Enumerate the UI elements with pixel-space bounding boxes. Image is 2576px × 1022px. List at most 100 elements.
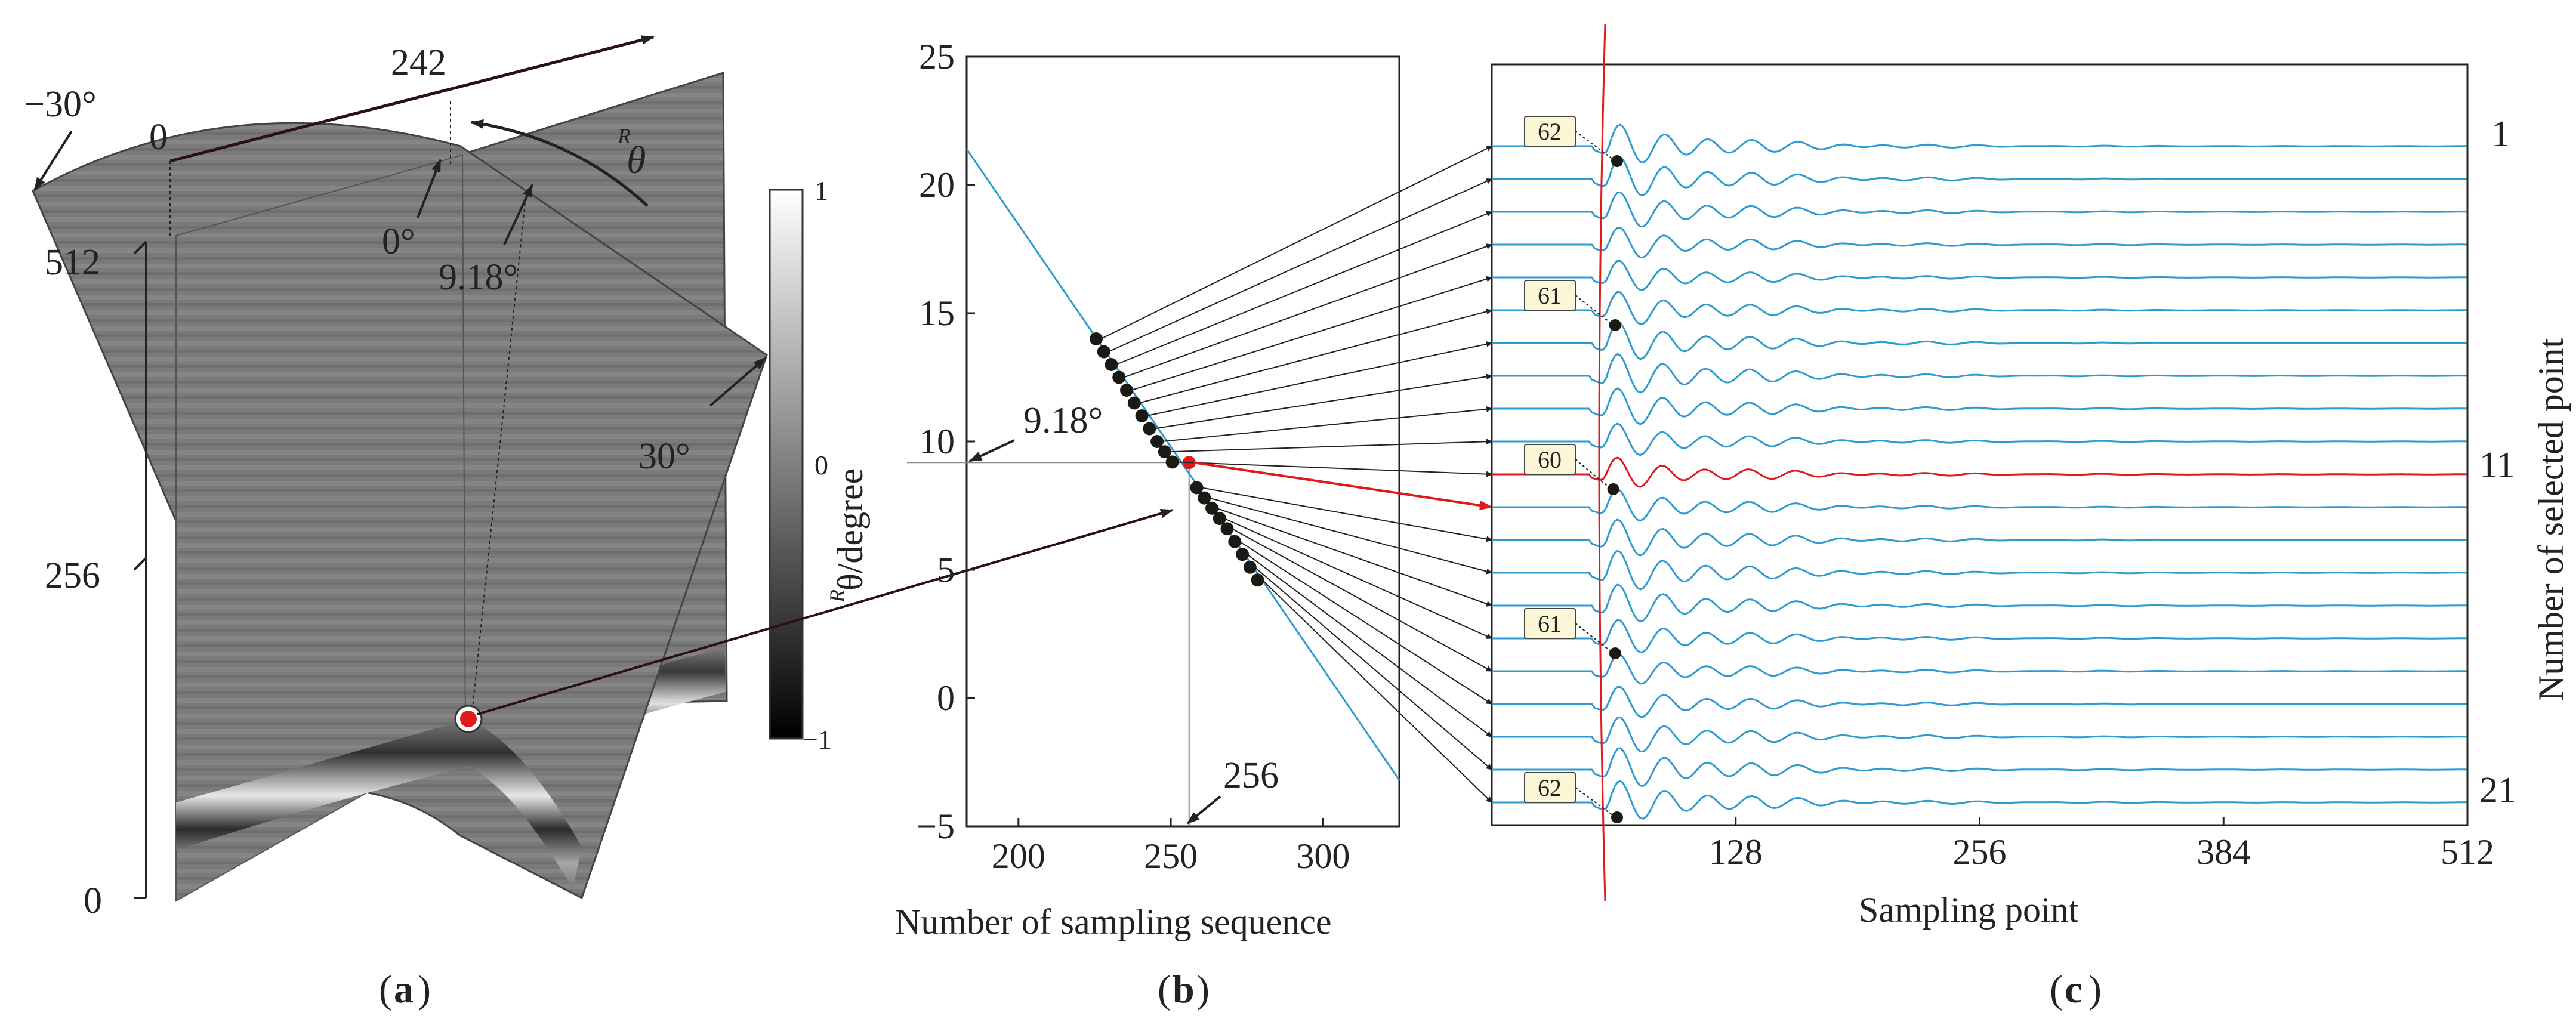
plot-b-xlabel: Number of sampling sequence [895, 902, 1331, 941]
caption-a-open: ( [379, 968, 392, 1011]
label-0-top: 0 [149, 117, 168, 158]
plot-b-ytick-label: 0 [937, 678, 955, 718]
connector [1232, 528, 1492, 672]
first-break-leader [1575, 131, 1613, 159]
trace [1492, 156, 2467, 196]
connector [1177, 461, 1492, 477]
colorbar [769, 189, 804, 740]
trace [1492, 226, 2467, 259]
selected-point-a-core [460, 711, 477, 727]
plot-b-ytick-label: −5 [917, 807, 955, 846]
plot-b-xtick-label: 300 [1296, 836, 1350, 876]
arrow-30 [709, 357, 767, 407]
trace [1492, 619, 2467, 653]
trace [1492, 353, 2467, 394]
annotation-256-arrow [1186, 795, 1221, 825]
trace [1492, 488, 2467, 522]
first-break-point [1609, 319, 1621, 331]
plot-b-ytick-label: 25 [919, 37, 955, 76]
caption-b-open: ( [1158, 968, 1171, 1011]
axis-top-arrow [169, 35, 655, 163]
trace [1492, 747, 2467, 787]
selected-point [1105, 358, 1118, 371]
plot-b-ytick-label: 15 [919, 294, 955, 333]
caption-a: a [394, 968, 414, 1011]
plot-c-xtick-label: 256 [1953, 832, 2007, 872]
plot-c-ticks: 128 256 384 512 [1709, 817, 2494, 872]
first-break-point [1611, 811, 1623, 823]
arrow-918 [503, 184, 533, 245]
label-neg30: −30° [24, 84, 97, 125]
label-zero-deg: 0° [382, 221, 415, 262]
selected-point [1228, 535, 1242, 548]
trace [1492, 422, 2467, 456]
trace [1492, 387, 2467, 425]
right-tick-21: 21 [2479, 770, 2516, 811]
trace [1492, 686, 2467, 718]
trace [1492, 518, 2467, 557]
trace [1492, 583, 2467, 623]
theta-sup: R [617, 124, 631, 148]
selected-point [1097, 345, 1110, 359]
connector-a-b [477, 508, 1174, 715]
trace [1492, 549, 2467, 591]
plot-c-first-breaks: 62 61 60 61 62 [1524, 116, 1623, 823]
selected-point [1213, 512, 1226, 525]
plot-c-ylabel: Number of selected point [2531, 338, 2571, 701]
plot-b-ylabel-sup: R [825, 589, 849, 603]
plot-c-xtick-label: 128 [1709, 832, 1763, 872]
plot-b-frame [965, 55, 1400, 828]
panel-c: 128 256 384 512 62 61 60 61 62 Sampling point 1… [1491, 23, 2571, 1011]
first-break-point [1607, 483, 1619, 495]
plot-b-xtick-label: 250 [1144, 836, 1198, 876]
first-break-leader [1575, 623, 1611, 652]
first-break-point [1611, 155, 1623, 167]
colorbar-tick-neg1: −1 [803, 724, 832, 755]
selected-point [1243, 560, 1257, 574]
connectors-b-c [1100, 146, 1493, 803]
selected-point [1089, 332, 1103, 345]
first-break-leader [1575, 459, 1609, 487]
connector-highlight [1193, 461, 1493, 510]
connector [1247, 554, 1492, 737]
connector [1108, 178, 1492, 353]
connector [1201, 487, 1492, 542]
connector [1131, 276, 1492, 391]
selected-point [1112, 370, 1126, 384]
connector [1162, 406, 1492, 442]
caption-a-close: ) [418, 968, 431, 1011]
selected-point [1190, 481, 1204, 495]
right-tick-1: 1 [2491, 114, 2510, 155]
label-242: 242 [391, 42, 446, 83]
selected-point [1135, 409, 1149, 422]
plot-c-xtick-label: 384 [2196, 832, 2250, 872]
first-break-label: 61 [1538, 610, 1562, 637]
caption-b: b [1173, 968, 1195, 1011]
depth-label-256: 256 [45, 555, 100, 596]
trace [1492, 291, 2467, 325]
caption-c-close: ) [2088, 968, 2102, 1011]
plot-c-xlabel: Sampling point [1859, 890, 2079, 930]
plot-b-ytick-label: 20 [919, 165, 955, 205]
connector [1139, 308, 1492, 404]
first-break-label: 61 [1538, 282, 1562, 309]
label-sel-deg: 9.18° [439, 257, 518, 298]
trace [1492, 321, 2467, 360]
connector [1224, 518, 1492, 639]
trace [1492, 780, 2467, 820]
connector [1100, 146, 1492, 339]
selected-point [1165, 455, 1179, 469]
trace [1492, 260, 2467, 291]
annotation-918: 9.18° [1023, 400, 1103, 441]
colorbar-tick-0: 0 [815, 450, 828, 480]
selected-point [1198, 491, 1211, 505]
first-break-line [1598, 23, 1606, 901]
connector [1116, 211, 1492, 365]
panel-a: 242 0 −30° 0° 9.18° 30° R θ 512 256 0 1 … [24, 35, 832, 1011]
sel-guide [471, 190, 527, 720]
first-break-leader [1575, 295, 1611, 323]
first-break-label: 62 [1538, 118, 1562, 145]
depth-label-512: 512 [45, 242, 100, 283]
arrow-neg30 [33, 130, 73, 191]
